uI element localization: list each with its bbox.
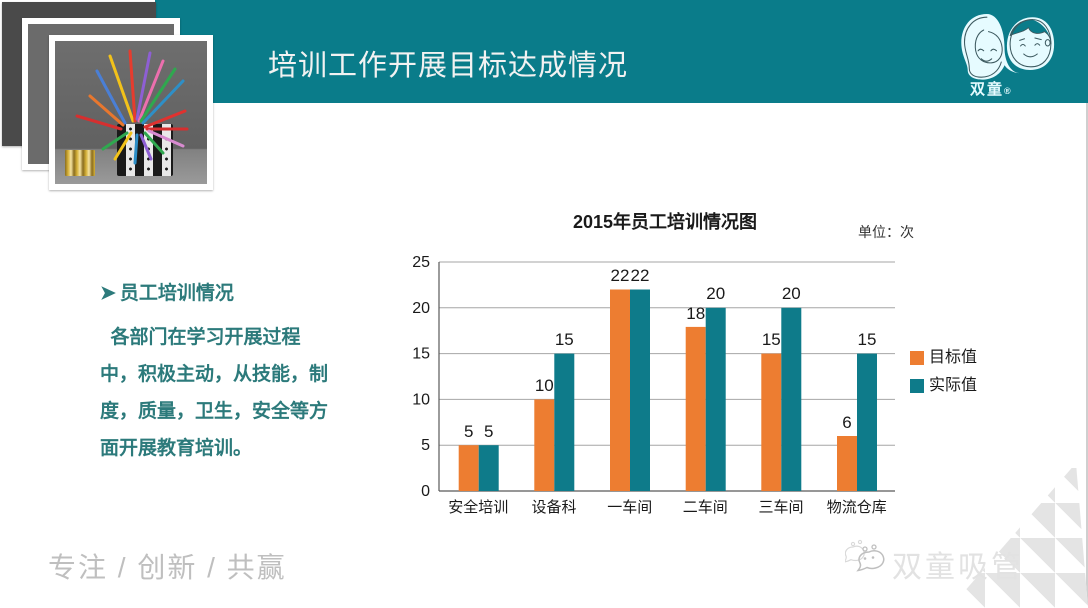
svg-text:5: 5 <box>421 437 430 454</box>
svg-text:一车间: 一车间 <box>607 499 652 516</box>
svg-text:20: 20 <box>706 284 725 303</box>
svg-text:15: 15 <box>412 346 430 363</box>
svg-text:15: 15 <box>858 330 877 349</box>
svg-text:18: 18 <box>686 304 705 323</box>
svg-text:10: 10 <box>535 376 554 395</box>
svg-text:实际值: 实际值 <box>929 376 977 394</box>
svg-text:物流仓库: 物流仓库 <box>827 499 887 516</box>
svg-text:5: 5 <box>484 422 493 441</box>
svg-text:15: 15 <box>762 330 781 349</box>
svg-text:25: 25 <box>412 254 430 271</box>
svg-text:5: 5 <box>464 422 473 441</box>
svg-text:20: 20 <box>412 300 430 317</box>
svg-text:10: 10 <box>412 391 430 408</box>
svg-text:22: 22 <box>611 266 630 285</box>
svg-text:设备科: 设备科 <box>531 499 576 516</box>
svg-text:22: 22 <box>631 266 650 285</box>
svg-text:安全培训: 安全培训 <box>448 498 508 516</box>
svg-text:6: 6 <box>842 413 851 432</box>
svg-text:三车间: 三车间 <box>758 499 803 516</box>
svg-text:二车间: 二车间 <box>683 499 728 516</box>
svg-text:0: 0 <box>421 483 430 500</box>
svg-text:15: 15 <box>555 330 574 349</box>
svg-text:目标值: 目标值 <box>929 348 977 366</box>
svg-text:20: 20 <box>782 284 801 303</box>
